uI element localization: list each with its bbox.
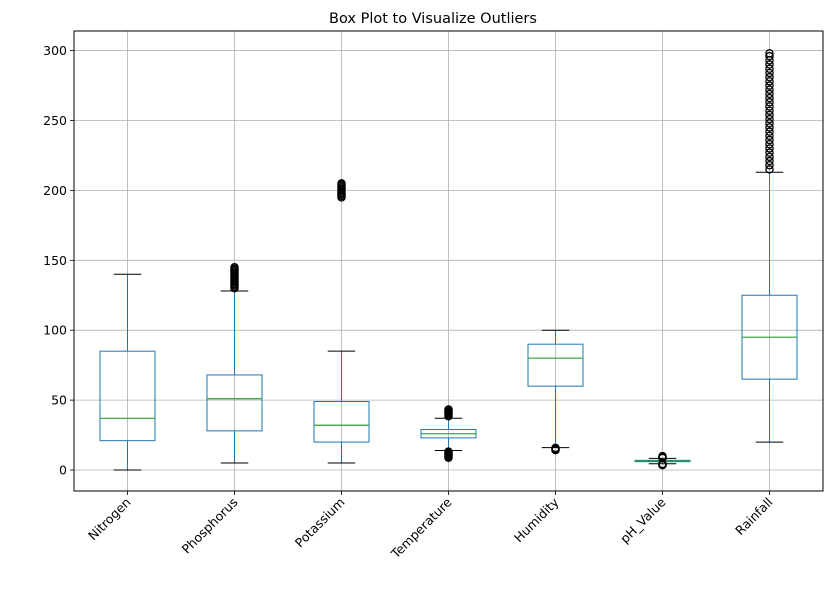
outlier-point bbox=[765, 119, 774, 128]
x-tick-label: Nitrogen bbox=[85, 495, 134, 544]
outlier-point bbox=[765, 98, 774, 107]
y-tick-label: 300 bbox=[43, 43, 67, 58]
outlier-point bbox=[658, 451, 667, 461]
outlier-point bbox=[765, 152, 774, 162]
x-tick-label: pH_Value bbox=[617, 494, 669, 546]
box-group-phosphorus bbox=[206, 263, 263, 464]
outlier-point bbox=[230, 263, 239, 272]
outlier-point bbox=[765, 140, 774, 149]
outlier-point bbox=[765, 85, 774, 94]
outlier-point bbox=[337, 179, 346, 188]
iqr-box bbox=[313, 401, 370, 443]
plot-frame bbox=[73, 30, 824, 492]
iqr-box bbox=[206, 374, 263, 432]
iqr-box bbox=[527, 343, 584, 387]
box-group-humidity bbox=[527, 329, 584, 455]
outlier-point bbox=[765, 127, 774, 136]
outlier-point bbox=[444, 405, 453, 414]
x-axis-ticks: Nitrogen Phosphorus Potassium Temperature Hu… bbox=[85, 491, 776, 562]
outlier-point bbox=[765, 110, 774, 120]
outlier-point bbox=[765, 93, 774, 103]
outlier-point bbox=[765, 165, 774, 174]
outlier-point bbox=[765, 123, 774, 132]
x-tick-label: Potassium bbox=[292, 495, 348, 551]
y-tick-label: 50 bbox=[51, 393, 67, 408]
outlier-point bbox=[551, 443, 560, 453]
outlier-point bbox=[765, 160, 774, 170]
outlier-point bbox=[765, 156, 774, 166]
outlier-point bbox=[765, 72, 774, 82]
x-tick-label: Humidity bbox=[511, 494, 562, 545]
outlier-point bbox=[765, 135, 774, 145]
outlier-point bbox=[444, 447, 453, 456]
outlier-point bbox=[765, 131, 774, 141]
y-tick-label: 0 bbox=[59, 463, 67, 478]
box-group-rainfall bbox=[741, 49, 798, 443]
y-tick-label: 250 bbox=[43, 113, 67, 128]
outlier-point bbox=[765, 89, 774, 99]
outlier-point bbox=[765, 102, 774, 111]
outlier-point bbox=[765, 60, 774, 69]
box-group-potassium bbox=[313, 179, 370, 464]
box-group-temperature bbox=[420, 405, 477, 462]
y-tick-label: 100 bbox=[43, 323, 67, 338]
boxes-layer bbox=[99, 49, 798, 471]
outlier-point bbox=[765, 77, 774, 86]
y-axis-ticks: 0 50 100 150 200 250 300 bbox=[43, 43, 74, 478]
chart-title: Box Plot to Visualize Outliers bbox=[329, 11, 537, 27]
outlier-point bbox=[765, 49, 774, 58]
x-tick-label: Phosphorus bbox=[179, 495, 241, 557]
outlier-point bbox=[765, 148, 774, 157]
box-group-ph-value bbox=[634, 451, 691, 470]
box-group-nitrogen bbox=[99, 273, 156, 471]
x-tick-label: Rainfall bbox=[732, 495, 775, 538]
iqr-box bbox=[99, 350, 156, 442]
y-tick-label: 200 bbox=[43, 183, 67, 198]
outlier-point bbox=[765, 68, 774, 78]
outlier-point bbox=[765, 114, 774, 124]
y-tick-label: 150 bbox=[43, 253, 67, 268]
outlier-point bbox=[765, 81, 774, 90]
x-tick-label: Temperature bbox=[387, 494, 455, 562]
outlier-point bbox=[765, 144, 774, 153]
outlier-point bbox=[765, 64, 774, 74]
outlier-point bbox=[765, 51, 774, 61]
outlier-point bbox=[765, 106, 774, 115]
